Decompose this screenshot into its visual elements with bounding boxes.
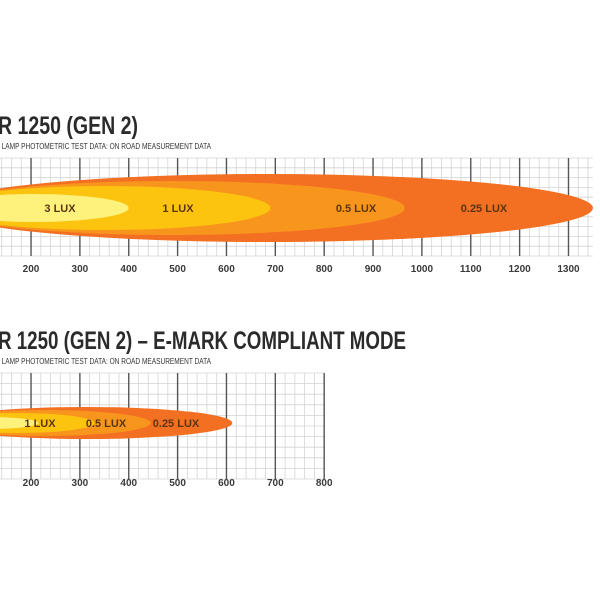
zone-label: 1 LUX — [162, 203, 194, 215]
beam-zones — [0, 174, 593, 242]
chart-subtitle: I LAMP PHOTOMETRIC TEST DATA: ON ROAD ME… — [0, 357, 212, 366]
x-tick-label: 400 — [120, 478, 137, 489]
x-tick-label: 400 — [120, 264, 137, 275]
x-tick-label: 900 — [365, 264, 382, 275]
x-tick-label: 1300 — [557, 264, 580, 275]
zone-label: 1 LUX — [24, 418, 56, 430]
chart-title: R 1250 (GEN 2) – E-MARK COMPLIANT MODE — [0, 327, 406, 355]
x-tick-label: 300 — [72, 264, 89, 275]
chart-emark-mode: R 1250 (GEN 2) – E-MARK COMPLIANT MODE I… — [0, 327, 406, 489]
zone-label: 0.25 LUX — [461, 203, 508, 215]
x-tick-label: 500 — [169, 478, 186, 489]
chart-standard-mode: R 1250 (GEN 2) I LAMP PHOTOMETRIC TEST D… — [0, 112, 593, 275]
zone-label: 0.5 LUX — [86, 418, 127, 430]
chart-title: R 1250 (GEN 2) — [0, 112, 138, 140]
beam-zones — [0, 407, 233, 439]
x-tick-label: 800 — [316, 264, 333, 275]
beam-zone — [0, 413, 95, 433]
x-tick-label: 800 — [316, 478, 333, 489]
x-tick-label: 600 — [218, 478, 235, 489]
x-tick-label: 1200 — [508, 264, 531, 275]
zone-label: 0.25 LUX — [153, 418, 200, 430]
x-tick-label: 200 — [23, 478, 40, 489]
x-tick-label: 500 — [169, 264, 186, 275]
zone-label: 3 LUX — [44, 203, 76, 215]
x-tick-label: 1000 — [411, 264, 434, 275]
x-tick-label: 600 — [218, 264, 235, 275]
beam-zone — [0, 417, 39, 429]
beam-zone — [0, 194, 129, 222]
x-tick-label: 700 — [267, 264, 284, 275]
x-tick-label: 700 — [267, 478, 284, 489]
x-tick-label: 200 — [23, 264, 40, 275]
zone-label: 0.5 LUX — [336, 203, 377, 215]
x-tick-label: 300 — [72, 478, 89, 489]
x-tick-label: 1100 — [460, 264, 482, 275]
chart-subtitle: I LAMP PHOTOMETRIC TEST DATA: ON ROAD ME… — [0, 142, 212, 151]
